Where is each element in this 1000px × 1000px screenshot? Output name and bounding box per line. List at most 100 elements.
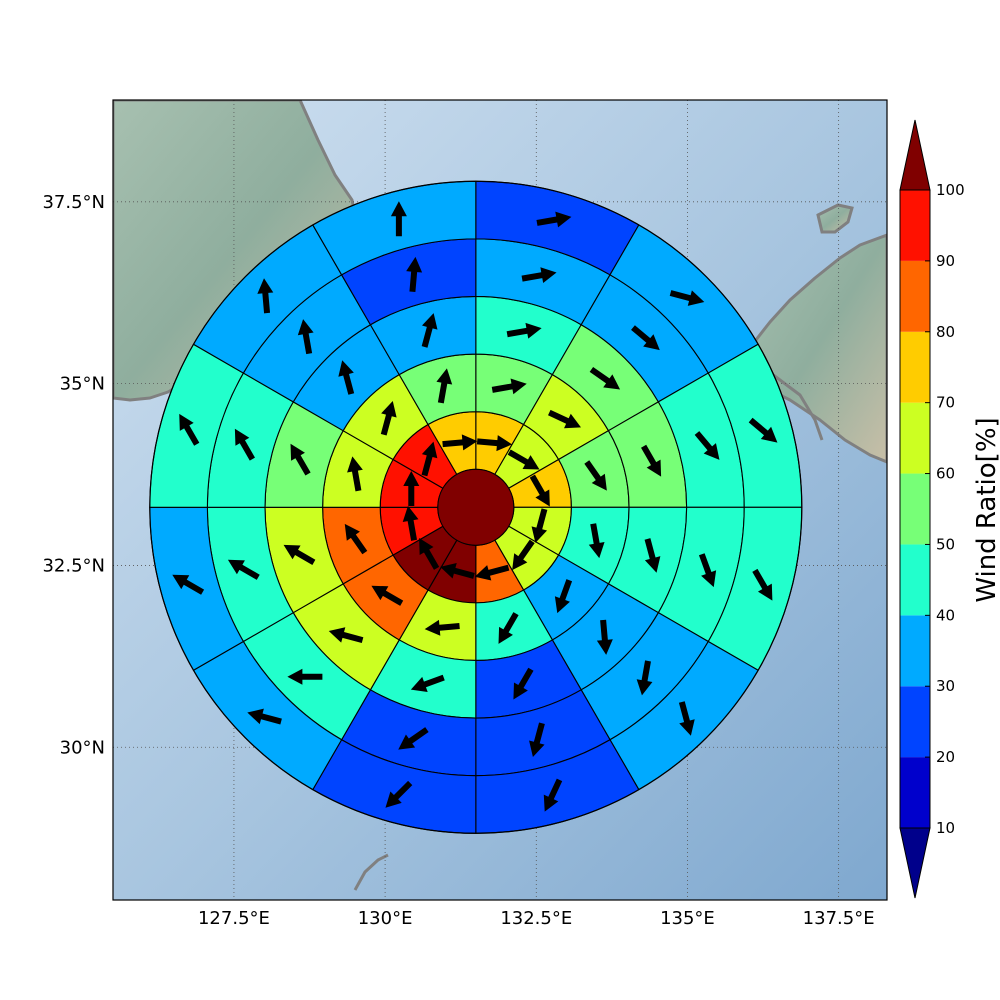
longitude-tick-label: 130°E <box>358 908 413 929</box>
wind-arrow-ring-1-sector-10 <box>403 470 420 506</box>
colorbar-label: Wind Ratio[%] <box>972 417 1000 602</box>
wind-arrow-ring-3-sector-9 <box>283 544 316 565</box>
map-frame <box>112 99 888 901</box>
colorbar-tick-label: 60 <box>936 465 955 483</box>
wind-arrow-ring-1-sector-7 <box>440 563 475 579</box>
center-disk <box>437 468 515 546</box>
colorbar-tick-label: 90 <box>936 252 955 270</box>
wind-arrow-ring-1-sector-9 <box>402 505 419 541</box>
wind-arrow-ring-1-sector-1 <box>476 435 513 452</box>
wind-arrow-ring-2-sector-6 <box>498 612 519 644</box>
wind-arrow-ring-3-sector-2 <box>589 366 621 390</box>
wind-arrow-ring-1-sector-2 <box>507 449 540 470</box>
map-axes <box>113 100 887 900</box>
wind-arrow-ring-5-sector-2 <box>669 290 705 306</box>
latitude-tick-label: 30°N <box>60 737 105 758</box>
colorbar-frame <box>899 189 931 829</box>
ryukyu-islands <box>353 853 389 891</box>
wind-arrow-ring-2-sector-2 <box>548 409 581 429</box>
wind-arrow-ring-2-sector-9 <box>344 523 368 555</box>
wind-arrow-ring-2-sector-1 <box>491 378 527 395</box>
colorbar-segment <box>900 544 930 616</box>
colorbar-segment <box>900 615 930 687</box>
latitude-tick-labels: 37.5°N 35°N 32.5°N 30°N <box>42 192 105 758</box>
wind-arrow-ring-5-sector-7 <box>385 780 413 808</box>
wind-arrow-ring-5-sector-11 <box>257 278 274 314</box>
wind-arrow-ring-3-sector-10 <box>290 443 311 476</box>
longitude-tick-label: 132.5°E <box>500 908 572 929</box>
wind-arrow-ring-5-sector-9 <box>172 574 205 595</box>
longitude-tick-label: 135°E <box>660 908 715 929</box>
outer-ring-outline <box>149 180 803 834</box>
wind-ratio-sectors <box>149 180 803 834</box>
wind-arrow-ring-1-sector-11 <box>421 441 438 477</box>
latitude-tick-label: 32.5°N <box>42 555 105 576</box>
longitude-tick-label: 137.5°E <box>803 908 875 929</box>
wind-arrow-ring-2-sector-4 <box>588 523 605 559</box>
wind-arrow-ring-4-sector-4 <box>698 553 717 588</box>
wind-arrow-ring-3-sector-7 <box>410 674 445 692</box>
wind-arrow-ring-3-sector-4 <box>644 538 661 573</box>
wind-arrow-ring-5-sector-10 <box>179 413 200 446</box>
wind-arrow-ring-5-sector-5 <box>678 701 695 736</box>
wind-arrow-ring-5-sector-12 <box>390 201 407 237</box>
longitude-tick-labels: 127.5°E 130°E 132.5°E 135°E 137.5°E <box>198 908 875 929</box>
wind-arrow-ring-1-sector-12 <box>442 434 478 451</box>
wind-arrow-ring-2-sector-8 <box>371 585 404 606</box>
wind-arrow-ring-3-sector-6 <box>513 667 534 700</box>
wind-arrow-ring-4-sector-12 <box>406 256 423 293</box>
wind-arrow-ring-4-sector-11 <box>297 319 314 355</box>
latitude-tick-label: 37.5°N <box>42 192 105 213</box>
latitude-tick-label: 35°N <box>60 374 105 395</box>
wind-arrow-ring-2-sector-7 <box>424 619 460 636</box>
wind-arrow-ring-4-sector-1 <box>521 267 557 284</box>
wind-arrow-ring-4-sector-7 <box>398 727 429 750</box>
wind-arrow-ring-5-sector-4 <box>752 568 773 601</box>
wind-arrow-ring-5-sector-6 <box>543 778 563 812</box>
wind-arrow-ring-4-sector-8 <box>287 668 323 685</box>
wind-arrow-ring-3-sector-12 <box>421 313 438 348</box>
wind-arrow-ring-2-sector-5 <box>554 579 573 614</box>
colorbar-under-extension <box>899 827 931 899</box>
colorbar-segment <box>900 686 930 758</box>
colorbar-tick-label: 80 <box>936 323 955 341</box>
colorbar-tick-label: 50 <box>936 535 955 553</box>
wind-arrow-ring-4-sector-10 <box>234 428 255 461</box>
wind-arrow-ring-1-sector-8 <box>419 538 440 570</box>
wind-arrow-ring-4-sector-9 <box>227 559 260 580</box>
wind-arrow-ring-1-sector-3 <box>529 474 550 507</box>
oki-island <box>816 203 854 234</box>
wind-arrow-ring-4-sector-5 <box>636 660 653 696</box>
wind-arrow-ring-2-sector-10 <box>347 456 363 492</box>
wind-arrow-ring-5-sector-8 <box>247 708 282 725</box>
colorbar-tick-label: 70 <box>936 394 955 412</box>
colorbar-tick-label: 20 <box>936 748 955 766</box>
colorbar-tick-label: 100 <box>936 181 965 199</box>
wind-arrow-ring-4-sector-2 <box>631 325 660 351</box>
wind-arrow-ring-5-sector-1 <box>536 211 572 228</box>
colorbar-tick-label: 10 <box>936 819 955 837</box>
colorbar-segment <box>900 260 930 332</box>
colorbar-tick-label: 30 <box>936 677 955 695</box>
wind-arrow-ring-1-sector-4 <box>531 508 548 543</box>
wind-arrow-ring-3-sector-5 <box>596 619 613 655</box>
colorbar-tick-label: 40 <box>936 606 955 624</box>
colorbar-segment <box>900 757 930 828</box>
colorbar: 10 20 30 40 50 60 70 80 90 100 <box>899 119 965 899</box>
wind-arrow-ring-1-sector-5 <box>512 539 535 571</box>
colorbar-over-extension <box>899 119 931 191</box>
wind-arrow-ring-4-sector-3 <box>694 431 720 460</box>
colorbar-segment <box>900 331 930 403</box>
wind-arrow-ring-1-sector-6 <box>474 564 510 581</box>
wind-arrow-ring-2-sector-12 <box>436 368 453 404</box>
colorbar-segment <box>900 473 930 545</box>
wind-arrow-ring-3-sector-8 <box>328 627 364 644</box>
wind-arrow-ring-5-sector-3 <box>748 417 778 443</box>
wind-direction-arrows <box>172 201 778 812</box>
wind-arrow-ring-3-sector-1 <box>506 322 542 339</box>
longitude-tick-label: 127.5°E <box>198 908 270 929</box>
wind-arrow-ring-4-sector-6 <box>529 722 545 758</box>
wind-arrow-ring-2-sector-3 <box>584 460 607 491</box>
wind-arrow-ring-2-sector-11 <box>380 400 397 436</box>
